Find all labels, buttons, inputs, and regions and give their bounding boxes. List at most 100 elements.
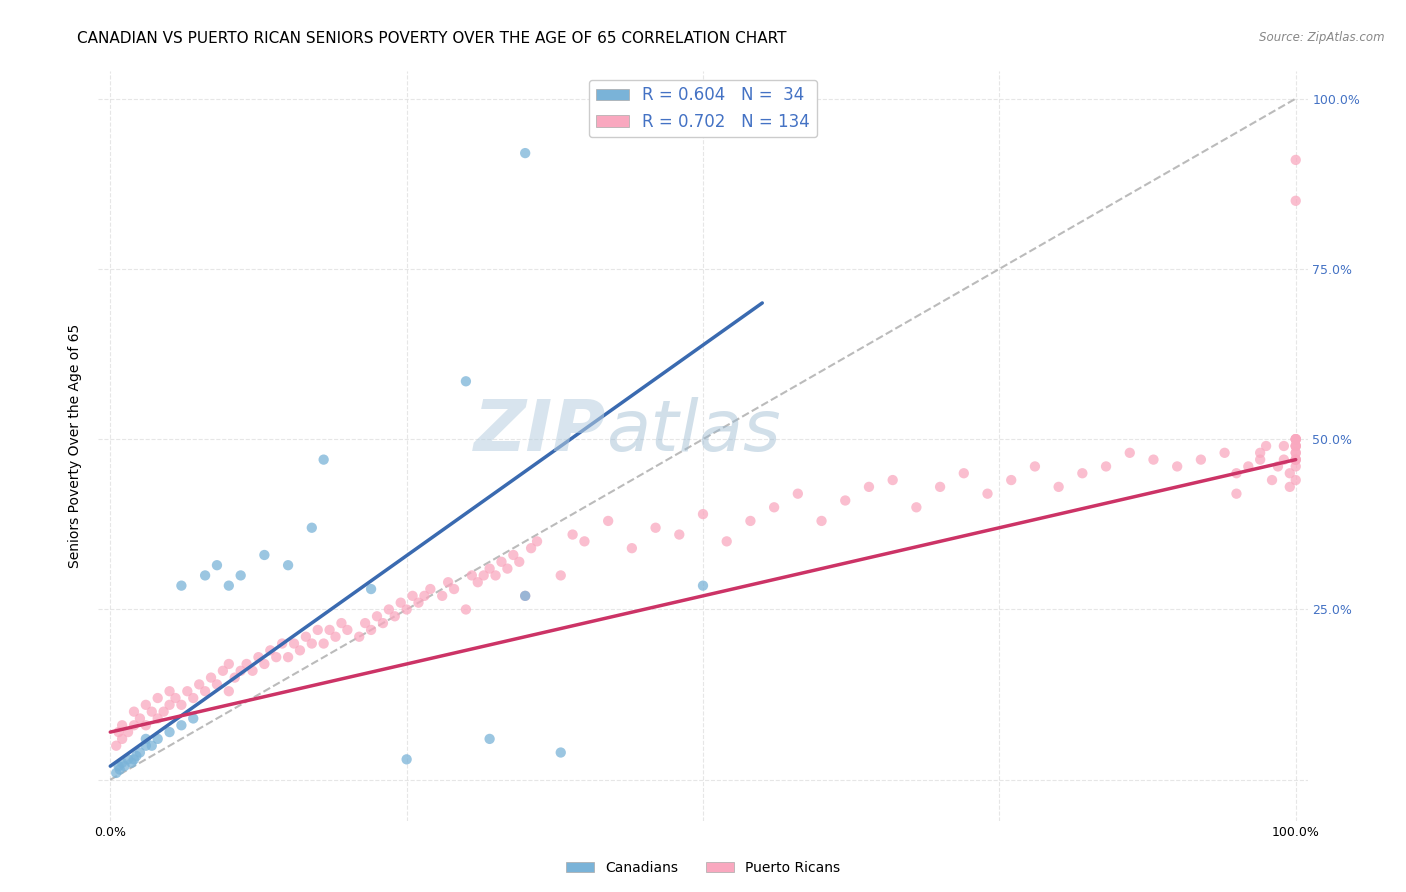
- Y-axis label: Seniors Poverty Over the Age of 65: Seniors Poverty Over the Age of 65: [69, 324, 83, 568]
- Point: [205, 677, 228, 691]
- Point: [312, 452, 335, 467]
- Point: [484, 568, 506, 582]
- Point: [347, 630, 370, 644]
- Point: [443, 582, 465, 596]
- Point: [111, 718, 134, 732]
- Point: [165, 691, 187, 706]
- Point: [692, 579, 714, 593]
- Point: [502, 548, 524, 562]
- Point: [188, 677, 211, 691]
- Point: [159, 684, 181, 698]
- Point: [259, 643, 281, 657]
- Point: [170, 698, 193, 712]
- Point: [952, 467, 974, 481]
- Point: [170, 718, 193, 732]
- Point: [264, 650, 287, 665]
- Point: [858, 480, 880, 494]
- Point: [786, 486, 808, 500]
- Point: [105, 766, 128, 780]
- Point: [432, 589, 454, 603]
- Point: [1142, 452, 1164, 467]
- Text: CANADIAN VS PUERTO RICAN SENIORS POVERTY OVER THE AGE OF 65 CORRELATION CHART: CANADIAN VS PUERTO RICAN SENIORS POVERTY…: [77, 31, 787, 46]
- Text: Source: ZipAtlas.com: Source: ZipAtlas.com: [1260, 31, 1385, 45]
- Point: [114, 759, 136, 773]
- Point: [170, 579, 193, 593]
- Point: [395, 602, 418, 616]
- Point: [277, 558, 299, 573]
- Point: [620, 541, 643, 556]
- Point: [330, 616, 353, 631]
- Point: [1285, 452, 1308, 467]
- Point: [1249, 452, 1271, 467]
- Point: [141, 739, 163, 753]
- Point: [1285, 153, 1308, 167]
- Point: [111, 756, 134, 770]
- Point: [395, 752, 418, 766]
- Point: [644, 521, 666, 535]
- Point: [253, 548, 276, 562]
- Legend: R = 0.604   N =  34, R = 0.702   N = 134: R = 0.604 N = 34, R = 0.702 N = 134: [589, 79, 817, 137]
- Point: [122, 705, 145, 719]
- Point: [159, 698, 181, 712]
- Point: [1095, 459, 1118, 474]
- Point: [1071, 467, 1094, 481]
- Point: [401, 589, 423, 603]
- Point: [152, 705, 174, 719]
- Point: [437, 575, 460, 590]
- Point: [716, 534, 738, 549]
- Point: [194, 684, 217, 698]
- Point: [810, 514, 832, 528]
- Point: [389, 596, 412, 610]
- Point: [121, 756, 143, 770]
- Point: [496, 561, 519, 575]
- Point: [218, 657, 240, 671]
- Point: [454, 374, 477, 388]
- Point: [574, 534, 596, 549]
- Point: [105, 739, 128, 753]
- Point: [1285, 452, 1308, 467]
- Point: [1225, 486, 1247, 500]
- Point: [1000, 473, 1022, 487]
- Point: [242, 664, 264, 678]
- Point: [107, 759, 129, 773]
- Point: [141, 705, 163, 719]
- Point: [1213, 446, 1236, 460]
- Point: [378, 602, 401, 616]
- Point: [461, 568, 484, 582]
- Point: [360, 623, 382, 637]
- Point: [312, 636, 335, 650]
- Point: [135, 739, 157, 753]
- Point: [218, 579, 240, 593]
- Point: [1119, 446, 1142, 460]
- Point: [526, 534, 548, 549]
- Legend: Canadians, Puerto Ricans: Canadians, Puerto Ricans: [561, 855, 845, 880]
- Point: [1285, 439, 1308, 453]
- Point: [1254, 439, 1277, 453]
- Point: [467, 575, 489, 590]
- Point: [472, 568, 495, 582]
- Point: [1267, 459, 1289, 474]
- Point: [1024, 459, 1046, 474]
- Point: [212, 664, 235, 678]
- Point: [1278, 467, 1301, 481]
- Point: [515, 589, 537, 603]
- Point: [1189, 452, 1212, 467]
- Point: [229, 664, 252, 678]
- Point: [478, 731, 501, 746]
- Point: [1285, 459, 1308, 474]
- Point: [413, 589, 436, 603]
- Point: [384, 609, 406, 624]
- Point: [1278, 480, 1301, 494]
- Text: atlas: atlas: [606, 397, 780, 466]
- Point: [1249, 446, 1271, 460]
- Point: [550, 568, 572, 582]
- Point: [129, 746, 152, 760]
- Point: [108, 763, 131, 777]
- Point: [520, 541, 543, 556]
- Point: [976, 486, 998, 500]
- Point: [111, 731, 134, 746]
- Point: [1285, 432, 1308, 446]
- Point: [125, 748, 148, 763]
- Point: [146, 691, 169, 706]
- Text: ZIP: ZIP: [474, 397, 606, 466]
